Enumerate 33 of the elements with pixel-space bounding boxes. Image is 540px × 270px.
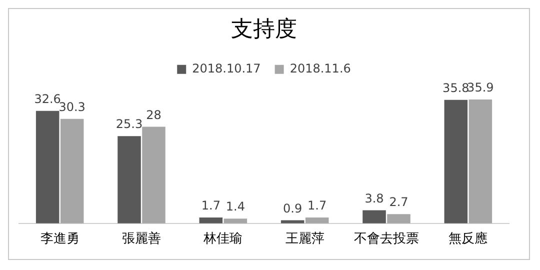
data-label: 35.9 bbox=[467, 80, 494, 95]
x-tick-label: 李進勇 bbox=[40, 232, 80, 247]
data-label: 1.4 bbox=[226, 200, 245, 214]
bar bbox=[444, 100, 468, 224]
bar bbox=[387, 214, 410, 224]
frame: 2018.10.17 2018.11.6 支持度 李進勇 張麗善 林佳瑜 王麗萍 不會去投票 無反應 32.6 25.3 1.7 0.9 3.8 35.8 30.3 28 1.4 1.7 2.7 35.9 bbox=[8, 8, 530, 260]
bar bbox=[142, 126, 166, 224]
x-tick-label: 林佳瑜 bbox=[202, 232, 243, 247]
data-label: 0.9 bbox=[283, 201, 302, 216]
bar bbox=[199, 218, 223, 224]
data-label: 35.8 bbox=[442, 81, 470, 96]
bar bbox=[60, 118, 84, 224]
data-label: 32.6 bbox=[34, 92, 61, 106]
data-label: 1.7 bbox=[308, 198, 327, 213]
x-tick-label: 張麗善 bbox=[122, 230, 161, 247]
bar bbox=[224, 218, 248, 224]
x-tick-label: 無反應 bbox=[448, 232, 488, 247]
chart-title: 支持度 bbox=[231, 16, 297, 42]
legend-label: 2018.11.6 bbox=[290, 62, 351, 76]
bar bbox=[36, 110, 60, 224]
legend-label: 2018.10.17 bbox=[192, 62, 261, 76]
x-tick-label: 不會去投票 bbox=[354, 232, 419, 247]
bar bbox=[305, 218, 329, 224]
data-label: 2.7 bbox=[389, 195, 408, 210]
data-label: 3.8 bbox=[364, 191, 384, 206]
data-label: 1.7 bbox=[201, 198, 220, 213]
bar bbox=[468, 100, 492, 224]
data-label: 28 bbox=[146, 108, 162, 122]
data-label: 30.3 bbox=[58, 100, 86, 114]
bar bbox=[362, 210, 386, 224]
data-label: 25.3 bbox=[116, 117, 143, 132]
bar bbox=[118, 136, 141, 224]
x-tick-label: 王麗萍 bbox=[285, 232, 324, 247]
